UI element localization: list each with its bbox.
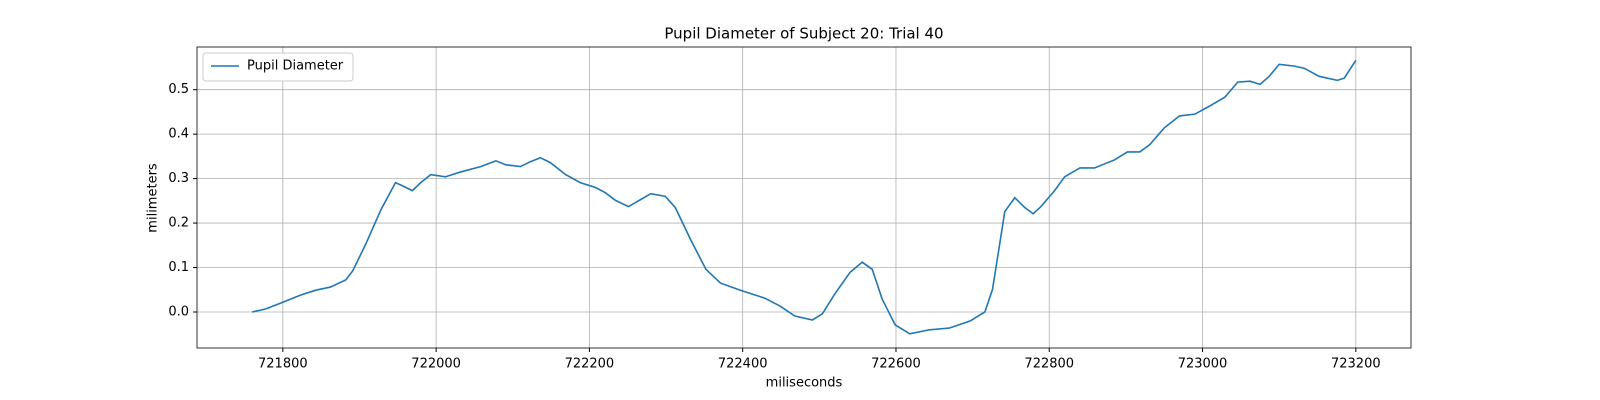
y-tick-label: 0.5 xyxy=(168,82,189,97)
legend-box xyxy=(202,52,354,82)
y-axis-label: milimeters xyxy=(146,163,161,233)
y-tick-label: 0.3 xyxy=(168,171,189,186)
x-axis-label: miliseconds xyxy=(766,376,843,391)
y-tick-label: 0.0 xyxy=(168,304,189,319)
x-tick-label: 722400 xyxy=(718,357,768,372)
x-tick-label: 722200 xyxy=(565,357,615,372)
x-tick-label: 721800 xyxy=(258,357,308,372)
x-tick-label: 722800 xyxy=(1024,357,1074,372)
x-tick-label: 722600 xyxy=(871,357,921,372)
x-tick-label: 723200 xyxy=(1331,357,1381,372)
legend-label: Pupil Diameter xyxy=(247,59,344,74)
y-tick-label: 0.4 xyxy=(168,127,189,142)
x-tick-label: 723000 xyxy=(1178,357,1228,372)
y-tick-label: 0.1 xyxy=(168,260,189,275)
y-tick-label: 0.2 xyxy=(168,216,189,231)
plot-frame xyxy=(196,46,1412,349)
data-line xyxy=(252,59,1357,335)
x-tick-label: 722000 xyxy=(411,357,461,372)
chart-title: Pupil Diameter of Subject 20: Trial 40 xyxy=(664,25,943,43)
